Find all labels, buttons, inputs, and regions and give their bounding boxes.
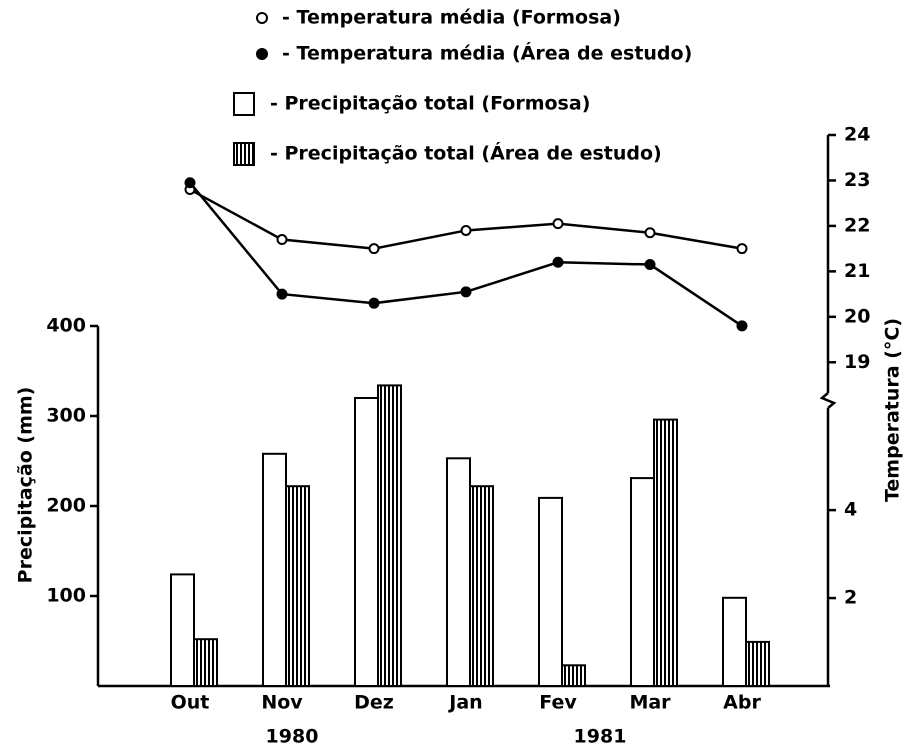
marker <box>460 286 472 298</box>
legend-swatch <box>233 92 255 116</box>
x-tick-label: Mar <box>629 692 671 714</box>
bar <box>193 638 218 688</box>
bar <box>745 640 770 688</box>
marker <box>552 218 564 230</box>
bar <box>561 664 586 687</box>
bar <box>377 384 402 687</box>
y-axis-label: Precipitação (mm) <box>15 387 37 584</box>
y2-tick-label: 21 <box>844 260 870 282</box>
y2-tick-label: 2 <box>844 587 857 609</box>
legend-marker <box>256 48 268 60</box>
legend-marker <box>256 12 268 24</box>
bar <box>538 496 563 687</box>
legend-label: - Temperatura média (Formosa) <box>282 7 621 29</box>
y-tick-label: 400 <box>46 315 86 337</box>
marker <box>736 243 748 255</box>
marker <box>736 320 748 332</box>
bar <box>354 397 379 687</box>
legend-label: - Precipitação total (Formosa) <box>270 93 590 115</box>
x-tick-label: Dez <box>354 692 394 714</box>
y-tick-label: 200 <box>46 495 86 517</box>
marker <box>644 259 656 271</box>
marker <box>368 297 380 309</box>
x-tick-label: Fev <box>539 692 577 714</box>
year-label: 1981 <box>574 726 627 746</box>
marker <box>552 256 564 268</box>
y2-tick-label: 19 <box>844 351 870 373</box>
line <box>189 181 743 327</box>
legend-label: - Precipitação total (Área de estudo) <box>270 142 662 165</box>
y-tick-label: 100 <box>46 585 86 607</box>
bar <box>262 452 287 687</box>
bar <box>469 485 494 688</box>
x-tick-label: Nov <box>261 692 303 714</box>
x-tick-label: Out <box>171 692 210 714</box>
y2-tick-label: 20 <box>844 305 870 327</box>
y2-axis-label: Temperatura (°C) <box>882 318 904 502</box>
bar <box>285 485 310 688</box>
bar <box>630 477 655 687</box>
y2-tick-label: 22 <box>844 214 870 236</box>
bar <box>722 596 747 687</box>
marker <box>276 288 288 300</box>
marker <box>184 177 196 189</box>
bar <box>446 457 471 687</box>
year-label: 1980 <box>266 726 319 746</box>
y-tick-label: 300 <box>46 405 86 427</box>
y2-tick-label: 24 <box>844 124 870 146</box>
marker <box>460 224 472 236</box>
x-tick-label: Jan <box>447 692 482 714</box>
y2-tick-label: 23 <box>844 169 870 191</box>
marker <box>368 243 380 255</box>
legend-swatch <box>233 142 255 166</box>
legend-label: - Temperatura média (Área de estudo) <box>282 42 692 65</box>
line <box>189 188 743 250</box>
bar <box>653 418 678 687</box>
marker <box>644 227 656 239</box>
x-tick-label: Abr <box>723 692 761 714</box>
marker <box>276 234 288 246</box>
y2-tick-label: 4 <box>844 499 857 521</box>
y2-axis-break <box>819 392 837 409</box>
bar <box>170 573 195 688</box>
